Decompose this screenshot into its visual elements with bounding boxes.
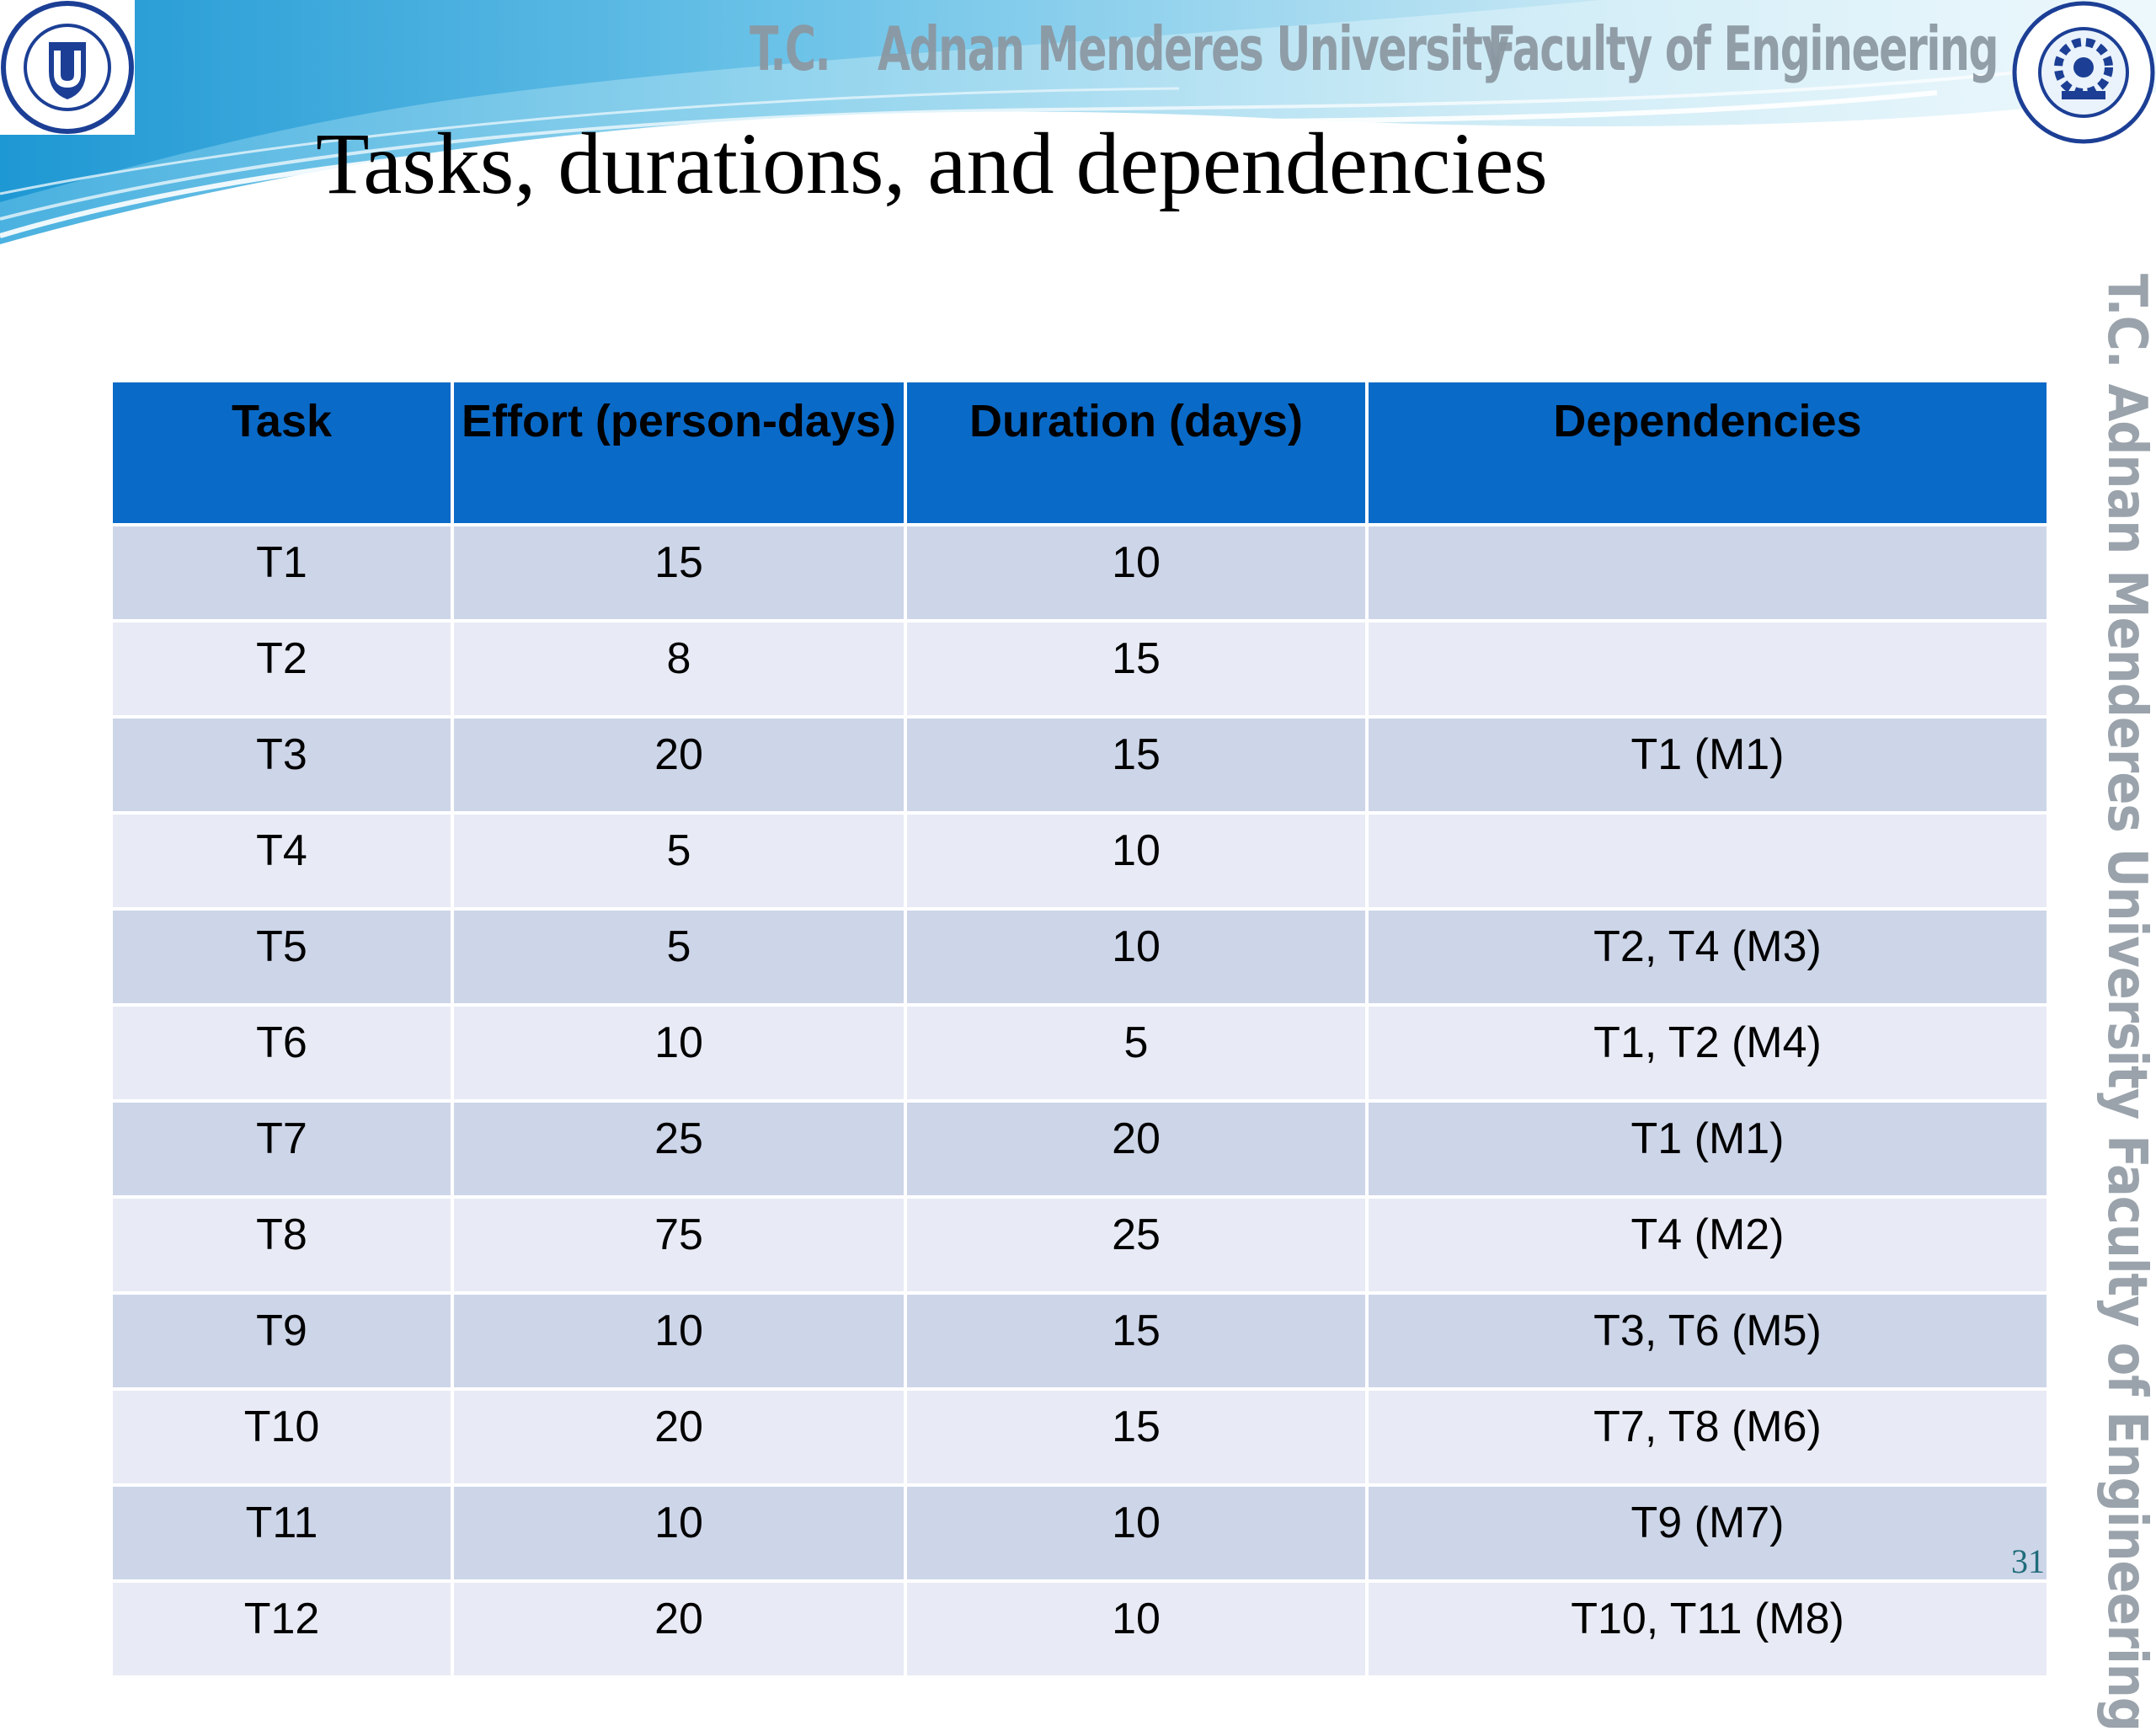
table-row: T1 15 10	[109, 523, 2050, 622]
cell-effort: 5	[451, 907, 907, 1007]
side-header-text: T.C. Adnan Menderes University Faculty o…	[2095, 274, 2156, 1731]
cell-duration: 5	[904, 1003, 1369, 1103]
cell-task: T8	[109, 1195, 454, 1295]
cell-task: T7	[109, 1099, 454, 1199]
cell-dependencies	[1365, 523, 2050, 622]
header-faculty: Faculty of Engineering	[1487, 13, 1999, 84]
cell-duration: 15	[904, 1387, 1369, 1487]
header-effort: Effort (person-days)	[451, 379, 907, 526]
cell-duration: 25	[904, 1195, 1369, 1295]
cell-dependencies: T9 (M7)	[1365, 1483, 2050, 1583]
cell-effort: 10	[451, 1291, 907, 1391]
tasks-table: Task Effort (person-days) Duration (days…	[109, 379, 2050, 1679]
page-number: 31	[2011, 1542, 2045, 1580]
cell-task: T2	[109, 619, 454, 719]
cell-dependencies: T3, T6 (M5)	[1365, 1291, 2050, 1391]
table-row: T11 10 10 T9 (M7)	[109, 1483, 2050, 1583]
cell-task: T4	[109, 811, 454, 911]
cell-effort: 20	[451, 715, 907, 815]
table-row: T7 25 20 T1 (M1)	[109, 1099, 2050, 1199]
header-banner	[0, 0, 2156, 244]
cell-effort: 25	[451, 1099, 907, 1199]
header-task: Task	[109, 379, 454, 526]
cell-effort: 10	[451, 1003, 907, 1103]
cell-duration: 10	[904, 523, 1369, 622]
table-row: T5 5 10 T2, T4 (M3)	[109, 907, 2050, 1007]
cell-task: T1	[109, 523, 454, 622]
cell-task: T6	[109, 1003, 454, 1103]
cell-task: T10	[109, 1387, 454, 1487]
header-tc: T.C.	[750, 13, 831, 84]
cell-effort: 5	[451, 811, 907, 911]
cell-duration: 10	[904, 1483, 1369, 1583]
engineering-faculty-logo	[2011, 0, 2156, 145]
slide-title: Tasks, durations, and dependencies	[316, 115, 1548, 212]
cell-dependencies: T2, T4 (M3)	[1365, 907, 2050, 1007]
cell-effort: 8	[451, 619, 907, 719]
table-row: T9 10 15 T3, T6 (M5)	[109, 1291, 2050, 1391]
cell-task: T5	[109, 907, 454, 1007]
cell-dependencies: T10, T11 (M8)	[1365, 1579, 2050, 1679]
cell-duration: 10	[904, 907, 1369, 1007]
cell-dependencies	[1365, 811, 2050, 911]
cell-duration: 15	[904, 619, 1369, 719]
table-row: T2 8 15	[109, 619, 2050, 719]
cell-duration: 20	[904, 1099, 1369, 1199]
cell-task: T3	[109, 715, 454, 815]
header-dependencies: Dependencies	[1365, 379, 2050, 526]
cell-dependencies: T1 (M1)	[1365, 1099, 2050, 1199]
cell-effort: 75	[451, 1195, 907, 1295]
cell-duration: 15	[904, 1291, 1369, 1391]
header-duration: Duration (days)	[904, 379, 1369, 526]
cell-duration: 15	[904, 715, 1369, 815]
university-logo	[0, 0, 135, 135]
table-row: T8 75 25 T4 (M2)	[109, 1195, 2050, 1295]
cell-effort: 10	[451, 1483, 907, 1583]
table-row: T3 20 15 T1 (M1)	[109, 715, 2050, 815]
table-row: T6 10 5 T1, T2 (M4)	[109, 1003, 2050, 1103]
cell-task: T11	[109, 1483, 454, 1583]
cell-effort: 15	[451, 523, 907, 622]
cell-dependencies	[1365, 619, 2050, 719]
cell-dependencies: T4 (M2)	[1365, 1195, 2050, 1295]
cell-effort: 20	[451, 1579, 907, 1679]
cell-dependencies: T1, T2 (M4)	[1365, 1003, 2050, 1103]
table-header-row: Task Effort (person-days) Duration (days…	[109, 379, 2050, 526]
cell-effort: 20	[451, 1387, 907, 1487]
cell-task: T12	[109, 1579, 454, 1679]
table-row: T12 20 10 T10, T11 (M8)	[109, 1579, 2050, 1679]
header-university: Adnan Menderes University	[878, 13, 1509, 84]
table-row: T10 20 15 T7, T8 (M6)	[109, 1387, 2050, 1487]
cell-task: T9	[109, 1291, 454, 1391]
table-row: T4 5 10	[109, 811, 2050, 911]
cell-duration: 10	[904, 1579, 1369, 1679]
cell-dependencies: T1 (M1)	[1365, 715, 2050, 815]
cell-dependencies: T7, T8 (M6)	[1365, 1387, 2050, 1487]
cell-duration: 10	[904, 811, 1369, 911]
